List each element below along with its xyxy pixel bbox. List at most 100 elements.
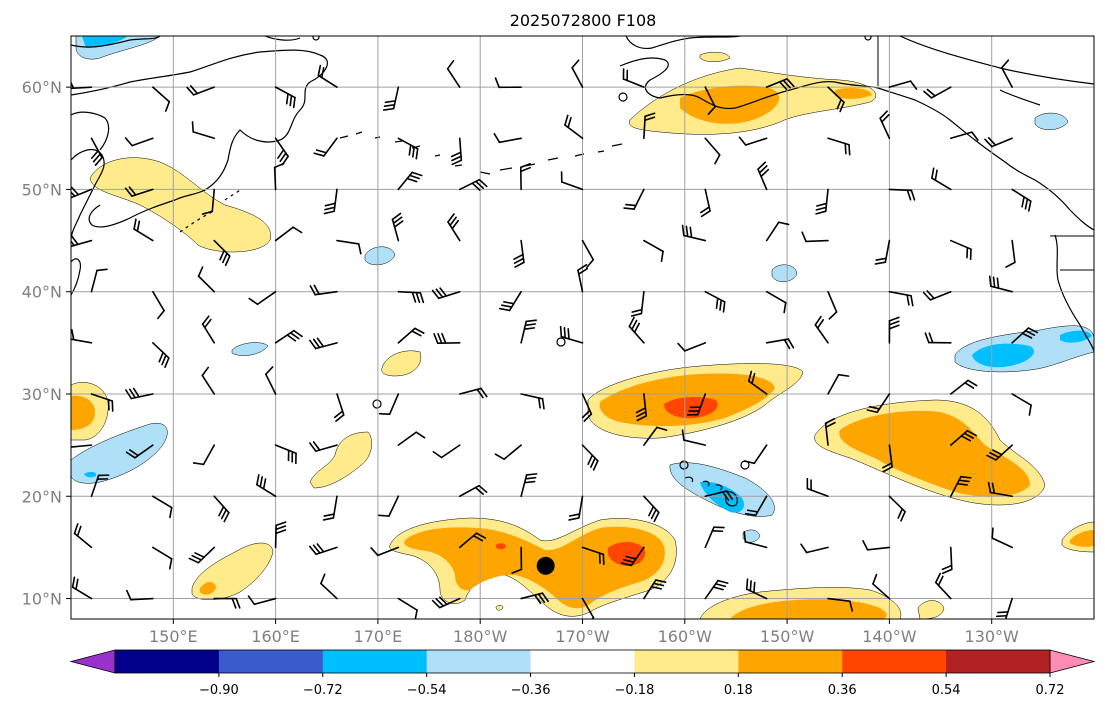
wind-barb bbox=[581, 393, 593, 422]
colorbar-segment bbox=[218, 650, 324, 673]
wind-barb bbox=[520, 592, 549, 605]
wind-barb bbox=[704, 579, 729, 600]
wind-barb bbox=[1005, 239, 1016, 268]
wind-barb bbox=[581, 239, 595, 269]
wind-barb bbox=[320, 573, 338, 600]
wind-barb bbox=[765, 221, 790, 242]
wind-barb bbox=[213, 597, 241, 609]
wind-barb bbox=[765, 338, 795, 350]
wind-barb bbox=[991, 527, 1013, 549]
wind-barb bbox=[581, 444, 599, 471]
wind-barb bbox=[431, 596, 461, 609]
wind-barb bbox=[934, 572, 952, 600]
wind-barb bbox=[309, 441, 338, 452]
wind-barb bbox=[704, 86, 716, 115]
wind-barb bbox=[494, 444, 522, 460]
wind-barb bbox=[90, 393, 114, 412]
wind-barb bbox=[124, 137, 154, 147]
wind-barb bbox=[800, 543, 829, 554]
wind-barb bbox=[458, 178, 488, 191]
negative-anomaly-core bbox=[82, 36, 128, 48]
wind-barb bbox=[197, 266, 216, 293]
wind-barb bbox=[986, 444, 1013, 461]
wind-barb bbox=[874, 239, 891, 265]
wind-barb bbox=[888, 188, 916, 201]
wind-barb bbox=[704, 526, 725, 549]
wind-barb bbox=[520, 473, 538, 498]
colorbar-tick-label: 0.54 bbox=[932, 683, 961, 698]
positive-anomaly-core bbox=[680, 85, 780, 124]
wind-barb bbox=[757, 161, 770, 191]
colorbar-frame bbox=[114, 649, 1051, 674]
lon-tick-label: 150°E bbox=[149, 627, 198, 646]
wind-barb bbox=[124, 186, 154, 197]
wind-barb bbox=[923, 86, 952, 99]
wind-barb bbox=[213, 239, 231, 267]
lon-tick-label: 160°E bbox=[251, 627, 300, 646]
wind-barb bbox=[447, 213, 461, 242]
wind-barb bbox=[765, 290, 787, 314]
wind-barb bbox=[458, 484, 488, 498]
lon-tick-label: 180°W bbox=[453, 627, 508, 646]
colorbar-segment bbox=[115, 650, 220, 673]
wind-barb bbox=[941, 546, 953, 575]
wind-barb bbox=[581, 546, 605, 566]
wind-barb bbox=[192, 444, 216, 466]
negative-anomaly-region bbox=[771, 264, 798, 282]
wind-barb bbox=[801, 231, 829, 243]
wind-barb bbox=[432, 444, 461, 459]
colorbar-segment bbox=[842, 650, 947, 673]
wind-barb bbox=[643, 112, 656, 140]
wind-barb bbox=[922, 290, 952, 301]
lon-tick-label: 140°W bbox=[862, 627, 917, 646]
wind-barb bbox=[681, 224, 707, 242]
wind-barb bbox=[704, 137, 721, 165]
wind-barb bbox=[188, 546, 216, 564]
wind-barb bbox=[191, 121, 216, 140]
wind-barb bbox=[125, 444, 154, 459]
wind-barb bbox=[397, 171, 423, 191]
wind-barb bbox=[397, 431, 426, 446]
lat-tick-label: 60°N bbox=[22, 78, 62, 97]
wind-barb bbox=[620, 546, 645, 567]
positive-anomaly-region bbox=[495, 604, 504, 611]
wind-barb bbox=[71, 576, 93, 600]
colorbar-segment bbox=[530, 650, 635, 673]
wind-barb bbox=[827, 137, 851, 156]
wind-barb bbox=[313, 137, 338, 157]
wind-barb bbox=[90, 268, 108, 293]
lon-tick-label: 130°W bbox=[965, 627, 1020, 646]
wind-barb bbox=[494, 77, 522, 89]
lat-tick-label: 30°N bbox=[22, 385, 62, 404]
colorbar-tick-label: −0.54 bbox=[407, 683, 447, 698]
lon-tick-label: 170°E bbox=[354, 627, 403, 646]
wind-barb bbox=[90, 474, 110, 498]
wind-barb bbox=[265, 366, 277, 395]
storm-center-marker bbox=[536, 556, 555, 575]
wind-barb bbox=[824, 417, 836, 446]
wind-barb bbox=[949, 131, 979, 141]
wind-barb bbox=[888, 316, 900, 344]
lon-tick-label: 160°W bbox=[658, 627, 713, 646]
wind-barb bbox=[827, 597, 854, 612]
wind-barb bbox=[274, 86, 296, 109]
wind-barb bbox=[152, 495, 173, 519]
positive-anomaly-core bbox=[730, 599, 887, 619]
wind-barb bbox=[397, 137, 419, 160]
wind-barb bbox=[274, 521, 287, 549]
colorbar-segment bbox=[946, 650, 1051, 673]
wind-barb bbox=[247, 595, 277, 606]
wind-barb bbox=[686, 393, 707, 416]
wind-barb bbox=[743, 531, 768, 549]
colorbar-segment bbox=[634, 650, 739, 673]
positive-anomaly-core bbox=[200, 582, 216, 595]
wind-barb bbox=[1011, 327, 1039, 344]
wind-barb bbox=[827, 373, 850, 395]
wind-barb bbox=[323, 188, 338, 215]
wind-barb bbox=[924, 332, 952, 344]
negative-anomaly-region bbox=[71, 422, 168, 484]
wind-barb bbox=[577, 263, 589, 293]
wind-barb bbox=[152, 342, 170, 368]
wind-barb bbox=[322, 495, 338, 521]
wind-barb bbox=[274, 329, 303, 344]
